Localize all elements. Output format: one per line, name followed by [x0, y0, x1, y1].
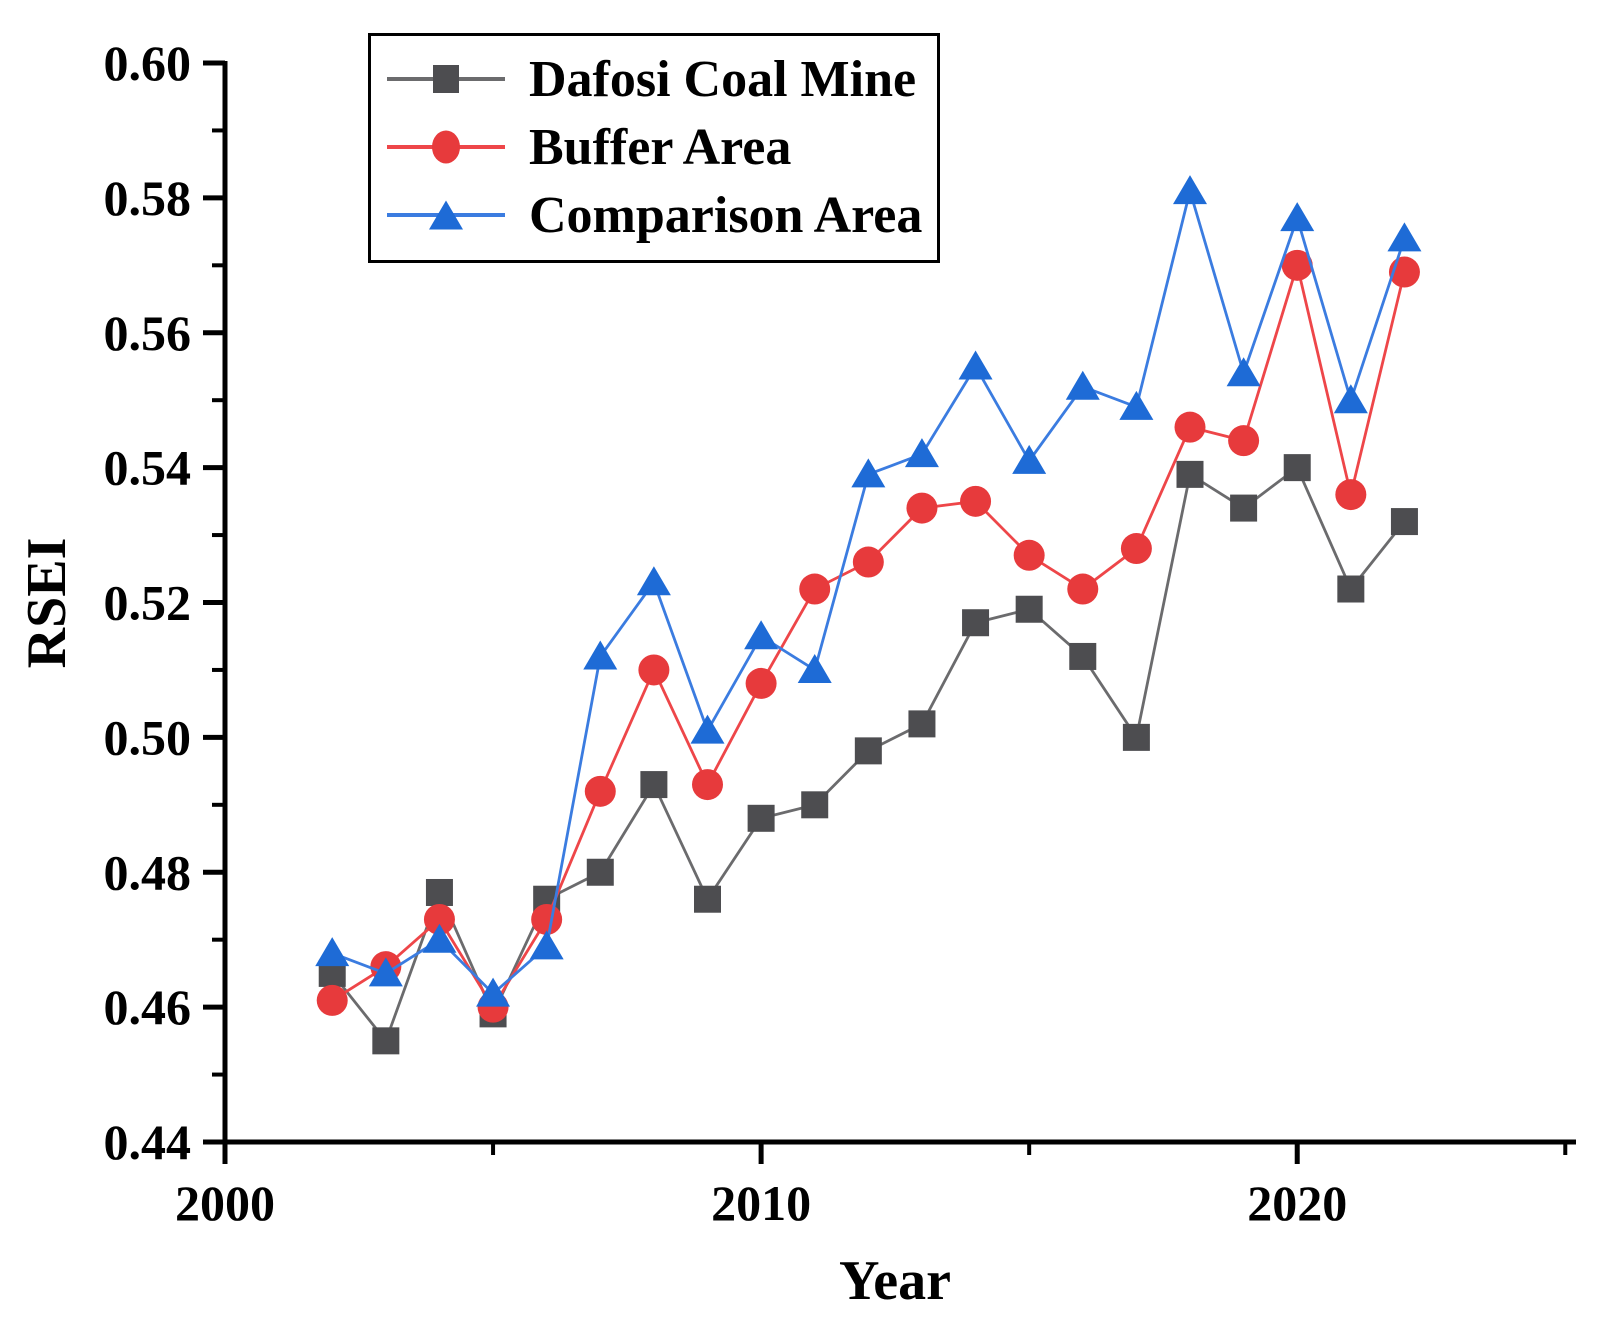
data-point-marker	[1122, 723, 1150, 751]
legend-sample	[387, 125, 505, 169]
data-point-marker	[1012, 444, 1047, 474]
data-point-marker	[586, 858, 614, 886]
series-comparison-area	[315, 175, 1422, 1007]
y-axis-tick-label: 0.52	[104, 575, 192, 631]
data-point-marker	[422, 923, 457, 953]
legend-sample	[387, 57, 505, 101]
data-point-marker	[1228, 425, 1260, 457]
data-point-marker	[423, 903, 455, 935]
series-line	[331, 185, 1406, 996]
data-point-marker	[958, 350, 993, 380]
data-point-marker	[906, 492, 938, 524]
legend-item-dafosi-coal-mine: Dafosi Coal Mine	[387, 45, 937, 113]
data-point-marker	[1280, 202, 1315, 232]
data-point-marker	[638, 654, 670, 686]
y-axis-tick-label: 0.54	[104, 440, 192, 496]
series-dafosi-coal-mine	[318, 454, 1418, 1055]
data-point-marker	[1173, 175, 1207, 205]
y-axis-tick-label: 0.48	[104, 844, 192, 900]
data-point-marker	[904, 438, 939, 468]
data-point-marker	[1015, 595, 1043, 623]
data-point-marker	[962, 609, 990, 637]
data-point-marker	[745, 667, 777, 699]
data-point-marker	[1226, 357, 1261, 387]
data-point-marker	[1390, 508, 1418, 536]
data-point-marker	[747, 804, 775, 832]
data-point-marker	[1335, 479, 1367, 511]
legend-item-comparison-area: Comparison Area	[387, 181, 937, 249]
data-point-marker	[316, 984, 348, 1016]
y-axis-title: RSEI	[16, 537, 78, 669]
series-buffer-area	[316, 249, 1420, 1023]
legend-label: Comparison Area	[529, 186, 923, 244]
data-point-marker	[1069, 642, 1097, 670]
data-point-marker	[315, 937, 350, 967]
data-point-marker	[1013, 539, 1045, 571]
data-point-marker	[1337, 575, 1365, 603]
y-axis-tick-label: 0.60	[104, 35, 192, 91]
data-point-marker	[368, 957, 403, 987]
data-point-marker	[801, 791, 829, 819]
data-point-marker	[851, 458, 886, 488]
triangle-marker-icon	[429, 200, 463, 230]
x-axis-tick-label: 2020	[1247, 1175, 1347, 1231]
legend-item-buffer-area: Buffer Area	[387, 113, 937, 181]
data-point-marker	[1065, 370, 1100, 400]
data-point-marker	[1067, 573, 1099, 605]
data-point-marker	[690, 714, 725, 744]
chart-legend: Dafosi Coal Mine Buffer Area Comparison …	[368, 33, 940, 263]
x-axis-tick-label: 2000	[175, 1175, 275, 1231]
data-point-marker	[1333, 384, 1368, 414]
data-point-marker	[799, 573, 831, 605]
y-axis-tick-label: 0.50	[104, 709, 192, 765]
data-point-marker	[529, 930, 564, 960]
data-point-marker	[744, 620, 779, 650]
legend-label: Dafosi Coal Mine	[529, 50, 917, 108]
data-point-marker	[584, 775, 616, 807]
y-axis-tick-label: 0.56	[104, 305, 192, 361]
data-point-marker	[1387, 222, 1422, 252]
y-axis-tick-label: 0.44	[104, 1114, 192, 1170]
data-point-marker	[636, 566, 671, 596]
legend-label: Buffer Area	[529, 118, 792, 176]
data-point-marker	[908, 710, 936, 738]
data-point-marker	[1230, 494, 1258, 522]
axes: 0.44 0.46 0.48 0.50 0.52 0.54 0.56 0.58 0.60 2000…	[104, 35, 1576, 1231]
data-point-marker	[1120, 533, 1152, 565]
data-point-marker	[1119, 390, 1154, 420]
data-point-marker	[852, 546, 884, 578]
data-point-marker	[1281, 249, 1313, 281]
legend-sample	[387, 193, 505, 237]
data-point-marker	[1174, 411, 1206, 443]
data-point-marker	[372, 1027, 400, 1055]
data-point-marker	[640, 771, 668, 799]
y-axis-tick-label: 0.58	[104, 170, 192, 226]
data-point-marker	[476, 977, 511, 1007]
data-point-marker	[692, 769, 723, 801]
data-point-marker	[531, 903, 563, 935]
data-point-marker	[583, 640, 618, 670]
data-point-marker	[960, 485, 992, 517]
data-point-marker	[1176, 460, 1204, 488]
data-point-marker	[797, 653, 832, 683]
square-marker-icon	[433, 65, 459, 93]
circle-marker-icon	[432, 130, 460, 164]
x-axis-tick-label: 2010	[711, 1175, 811, 1231]
data-point-marker	[694, 885, 721, 913]
data-point-marker	[425, 878, 453, 906]
data-point-marker	[854, 737, 882, 765]
y-axis-tick-label: 0.46	[104, 979, 192, 1035]
data-point-marker	[1283, 454, 1311, 482]
x-axis-title: Year	[839, 1250, 951, 1312]
